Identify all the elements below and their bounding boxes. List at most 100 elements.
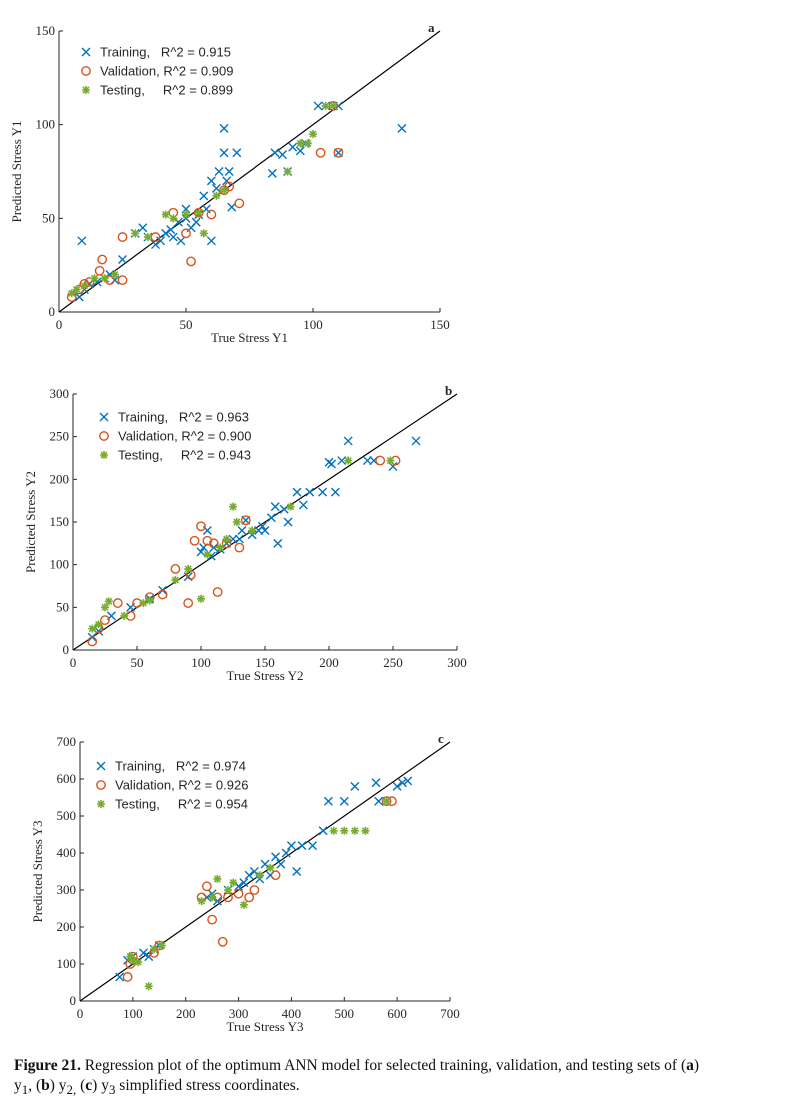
marker-circle — [315, 147, 326, 158]
marker-x — [337, 456, 347, 466]
marker-star — [120, 611, 129, 620]
marker-circle — [206, 209, 217, 220]
marker-star — [203, 550, 212, 559]
legend-label: Training, R^2 = 0.974 — [115, 759, 246, 774]
marker-x — [260, 526, 270, 536]
marker-circle — [181, 228, 191, 239]
marker-circle — [233, 888, 244, 899]
marker-star — [80, 281, 89, 290]
y-tick-label: 100 — [50, 557, 70, 572]
marker-star — [100, 274, 109, 283]
marker-circle — [183, 598, 194, 608]
marker-x — [214, 167, 224, 176]
marker-circle — [202, 535, 213, 546]
marker-circle — [201, 881, 212, 892]
marker-star — [239, 900, 248, 909]
marker-circle — [97, 254, 108, 265]
marker-x — [166, 225, 176, 235]
marker-x — [227, 202, 237, 212]
marker-circle — [224, 181, 235, 192]
marker-star — [229, 502, 237, 511]
marker-x — [318, 826, 328, 836]
marker-circle — [244, 892, 255, 903]
caption-sub: 2, — [66, 1082, 77, 1098]
caption-ref: a — [686, 1057, 694, 1074]
marker-circle — [270, 870, 281, 881]
marker-circle — [87, 636, 98, 647]
marker-circle — [150, 232, 161, 242]
marker-x — [138, 223, 148, 233]
y-tick-label: 0 — [70, 993, 77, 1008]
caption-text: , ( — [28, 1077, 42, 1094]
marker-x — [144, 952, 154, 962]
x-tick-label: 300 — [447, 655, 467, 670]
panel-label: b — [445, 383, 452, 398]
marker-star — [126, 952, 135, 961]
y-tick-label: 400 — [57, 845, 77, 860]
x-tick-label: 100 — [191, 655, 211, 670]
marker-star — [224, 886, 232, 894]
panel-label: c — [438, 731, 444, 746]
marker-star — [182, 210, 190, 219]
caption: Figure 21. Regression plot of the optimu… — [14, 1056, 804, 1100]
marker-star — [110, 270, 119, 279]
x-tick-label: 700 — [440, 1006, 460, 1021]
marker-circle — [117, 232, 128, 242]
y-tick-label: 100 — [57, 956, 77, 971]
marker-x — [138, 948, 148, 958]
marker-circle — [94, 265, 105, 276]
marker-star — [229, 878, 238, 887]
x-tick-label: 100 — [123, 1006, 143, 1021]
marker-star — [266, 863, 275, 872]
marker-x — [234, 881, 244, 891]
marker-x — [173, 217, 183, 227]
marker-star — [286, 502, 295, 511]
marker-star — [296, 139, 305, 148]
marker-circle — [208, 538, 219, 549]
marker-x — [77, 236, 87, 246]
y-tick-label: 600 — [57, 771, 77, 786]
marker-x — [318, 487, 328, 497]
marker-star — [101, 603, 109, 612]
marker-star — [222, 535, 231, 544]
legend-marker — [81, 47, 91, 57]
marker-star — [161, 210, 170, 219]
marker-circle — [117, 275, 128, 286]
marker-circle — [112, 598, 123, 608]
y-tick-label: 200 — [50, 471, 70, 486]
caption-text: simplified stress coordinates. — [115, 1077, 300, 1094]
marker-x — [191, 217, 201, 227]
marker-star — [139, 599, 148, 608]
caption-text: ) y — [92, 1077, 109, 1094]
marker-star — [283, 167, 292, 176]
marker-x — [288, 142, 298, 152]
marker-x — [343, 436, 353, 446]
marker-star — [329, 101, 338, 110]
y-axis-label: Predicted Stress Y1 — [9, 120, 24, 222]
marker-star — [321, 101, 330, 110]
x-tick-label: 250 — [383, 655, 403, 670]
marker-circle — [207, 914, 218, 925]
marker-circle — [186, 256, 196, 267]
marker-x — [234, 534, 244, 544]
caption-sub: 1 — [21, 1082, 29, 1098]
marker-circle — [193, 207, 204, 218]
marker-star — [150, 945, 158, 954]
marker-star — [88, 624, 97, 633]
panel-label: a — [428, 20, 435, 35]
marker-x — [224, 167, 234, 176]
marker-circle — [100, 615, 110, 626]
marker-x — [151, 240, 161, 250]
marker-star — [134, 958, 143, 967]
marker-star — [386, 456, 395, 465]
y-tick-label: 0 — [63, 642, 70, 657]
x-tick-label: 300 — [229, 1006, 249, 1021]
marker-x — [267, 168, 277, 178]
marker-star — [350, 826, 359, 835]
legend-label: Testing, R^2 = 0.943 — [118, 448, 251, 463]
marker-star — [361, 826, 370, 835]
marker-star — [248, 526, 257, 535]
marker-x — [118, 255, 127, 265]
y-tick-label: 0 — [49, 304, 56, 319]
